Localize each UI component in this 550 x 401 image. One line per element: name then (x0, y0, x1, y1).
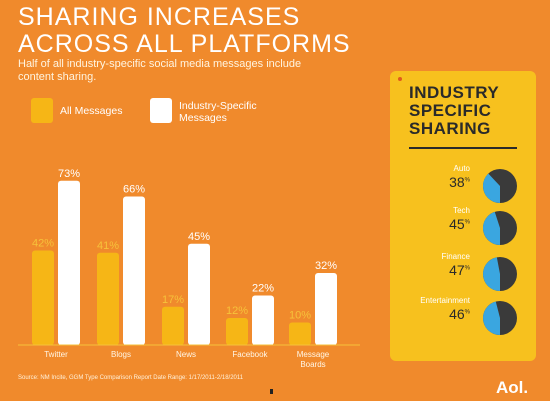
category-label-3: Facebook (232, 350, 268, 359)
bar-all-4 (289, 322, 311, 345)
legend-swatch-all (31, 98, 53, 123)
data-label-all-0: 42% (32, 238, 54, 250)
category-label-1: Blogs (111, 350, 131, 359)
pie-slice-1 (483, 211, 500, 245)
data-label-industry-3: 22% (252, 283, 274, 295)
legend-swatch-industry (150, 98, 172, 123)
industry-value-0: 38% (449, 174, 470, 190)
industry-label-2: Finance (441, 252, 470, 261)
category-label-4: Message Boards (297, 350, 330, 369)
bar-all-3 (226, 318, 248, 345)
page-marker (270, 389, 273, 394)
industry-label-0: Auto (453, 164, 470, 173)
category-label-2: News (176, 350, 196, 359)
category-label-0: Twitter (44, 350, 68, 359)
industry-value-1: 45% (449, 216, 470, 232)
page-title: SHARING INCREASES ACROSS ALL PLATFORMS (18, 3, 351, 58)
bar-all-0 (32, 250, 54, 345)
bar-all-2 (162, 306, 184, 345)
panel-divider (409, 147, 517, 149)
pie-slice-2 (482, 257, 500, 291)
industry-value-3: 46% (449, 306, 470, 322)
industry-label-3: Entertainment (420, 296, 470, 305)
data-label-all-1: 41% (97, 240, 119, 252)
data-label-all-2: 17% (162, 294, 184, 306)
bar-all-1 (97, 252, 119, 345)
legend-label-industry: Industry-Specific Messages (179, 100, 257, 124)
bar-chart: 42% 73% Twitter 41% 66% Blogs 17% 45% News 12% 22%… (18, 168, 360, 369)
pie-2 (482, 257, 517, 291)
aol-logo: Aol. (496, 378, 529, 397)
source-note: Source: NM Incite, GGM Type Comparison R… (18, 375, 244, 381)
bar-industry-1 (123, 196, 145, 345)
industry-panel: INDUSTRY SPECIFIC SHARING Auto 38% Tech 45%… (390, 71, 536, 361)
data-label-industry-2: 45% (188, 231, 210, 243)
panel-title: INDUSTRY SPECIFIC SHARING (409, 83, 499, 138)
pie-slice-0 (483, 173, 500, 203)
pie-0 (483, 169, 517, 203)
data-label-all-3: 12% (226, 305, 248, 317)
pie-slice-3 (483, 301, 500, 335)
data-label-industry-4: 32% (315, 260, 337, 272)
data-label-industry-0: 73% (58, 168, 80, 180)
industry-value-2: 47% (449, 262, 470, 278)
legend-label-all: All Messages (60, 105, 123, 117)
pie-3 (483, 301, 517, 335)
data-label-all-4: 10% (289, 310, 311, 322)
pie-1 (483, 211, 517, 245)
bar-industry-2 (188, 243, 210, 345)
panel-dot (398, 77, 402, 81)
data-label-industry-1: 66% (123, 184, 145, 196)
bar-industry-3 (252, 295, 274, 345)
bar-industry-0 (58, 180, 80, 345)
bar-industry-4 (315, 273, 337, 345)
subtitle: Half of all industry-specific social med… (18, 58, 302, 83)
industry-label-1: Tech (453, 206, 470, 215)
